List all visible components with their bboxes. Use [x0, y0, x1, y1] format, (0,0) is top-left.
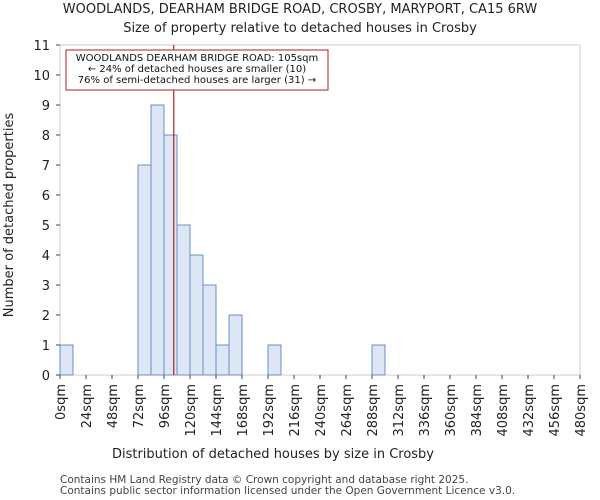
x-tick-label: 456sqm	[548, 384, 563, 437]
histogram-bar	[189, 254, 204, 376]
histogram-bar	[163, 134, 178, 376]
y-tick-label: 10	[33, 69, 50, 84]
histogram-bar	[215, 344, 230, 376]
annotation-box: WOODLANDS DEARHAM BRIDGE ROAD: 105sqm ← …	[65, 49, 329, 91]
y-tick-label: 1	[42, 339, 50, 354]
chart-subtitle: Size of property relative to detached ho…	[123, 21, 477, 36]
x-tick-label: 120sqm	[184, 384, 199, 437]
histogram-bar	[59, 344, 74, 376]
x-tick-label: 336sqm	[418, 384, 433, 437]
y-axis-label: Number of detached properties	[2, 113, 17, 318]
y-tick-label: 5	[42, 219, 50, 234]
footer-line-2: Contains public sector information licen…	[60, 485, 515, 497]
x-tick-label: 312sqm	[392, 384, 407, 437]
y-tick-label: 7	[42, 159, 50, 174]
y-axis-ticks: 0 1 2 3 4 5 6 7 8 9 10 11	[33, 39, 60, 384]
x-tick-label: 408sqm	[496, 384, 511, 437]
x-tick-label: 240sqm	[314, 384, 329, 437]
histogram-bar	[202, 284, 217, 376]
histogram-bar	[267, 344, 282, 376]
x-tick-label: 72sqm	[132, 384, 147, 428]
y-tick-label: 6	[42, 189, 50, 204]
x-axis-label: Distribution of detached houses by size …	[112, 447, 434, 462]
annotation-line-larger: 76% of semi-detached houses are larger (…	[78, 75, 316, 86]
y-tick-label: 11	[33, 39, 50, 54]
footer-line-1: Contains HM Land Registry data © Crown c…	[60, 474, 468, 486]
x-tick-label: 48sqm	[106, 384, 121, 428]
x-tick-label: 192sqm	[262, 384, 277, 437]
x-tick-label: 216sqm	[288, 384, 303, 437]
y-tick-label: 8	[42, 129, 50, 144]
x-tick-label: 0sqm	[54, 384, 69, 420]
histogram-bar	[137, 164, 152, 376]
y-tick-label: 0	[42, 369, 50, 384]
x-tick-label: 264sqm	[340, 384, 355, 437]
annotation-frame	[65, 49, 329, 91]
x-tick-label: 288sqm	[366, 384, 381, 437]
y-tick-label: 9	[42, 99, 50, 114]
histogram-bar	[371, 344, 386, 376]
x-tick-label: 432sqm	[522, 384, 537, 437]
chart-title: WOODLANDS, DEARHAM BRIDGE ROAD, CROSBY, …	[63, 2, 538, 17]
y-tick-label: 3	[42, 279, 50, 294]
x-tick-label: 144sqm	[210, 384, 225, 437]
x-tick-label: 168sqm	[236, 384, 251, 437]
annotation-line-property: WOODLANDS DEARHAM BRIDGE ROAD: 105sqm	[76, 53, 318, 64]
x-tick-label: 360sqm	[444, 384, 459, 437]
x-tick-label: 480sqm	[574, 384, 589, 437]
x-tick-label: 24sqm	[80, 384, 95, 428]
bars	[59, 104, 386, 376]
y-tick-label: 4	[42, 249, 50, 264]
histogram-bar	[150, 104, 165, 376]
x-tick-label: 384sqm	[470, 384, 485, 437]
annotation-line-smaller: ← 24% of detached houses are smaller (10…	[88, 64, 306, 75]
y-tick-label: 2	[42, 309, 50, 324]
x-axis-ticks: 0sqm 24sqm 48sqm 72sqm 96sqm 120sqm 144sqm 168s…	[54, 375, 589, 437]
x-tick-label: 96sqm	[158, 384, 173, 428]
histogram-bar	[228, 314, 243, 376]
histogram-bar	[176, 224, 191, 376]
plot-area	[59, 44, 581, 376]
